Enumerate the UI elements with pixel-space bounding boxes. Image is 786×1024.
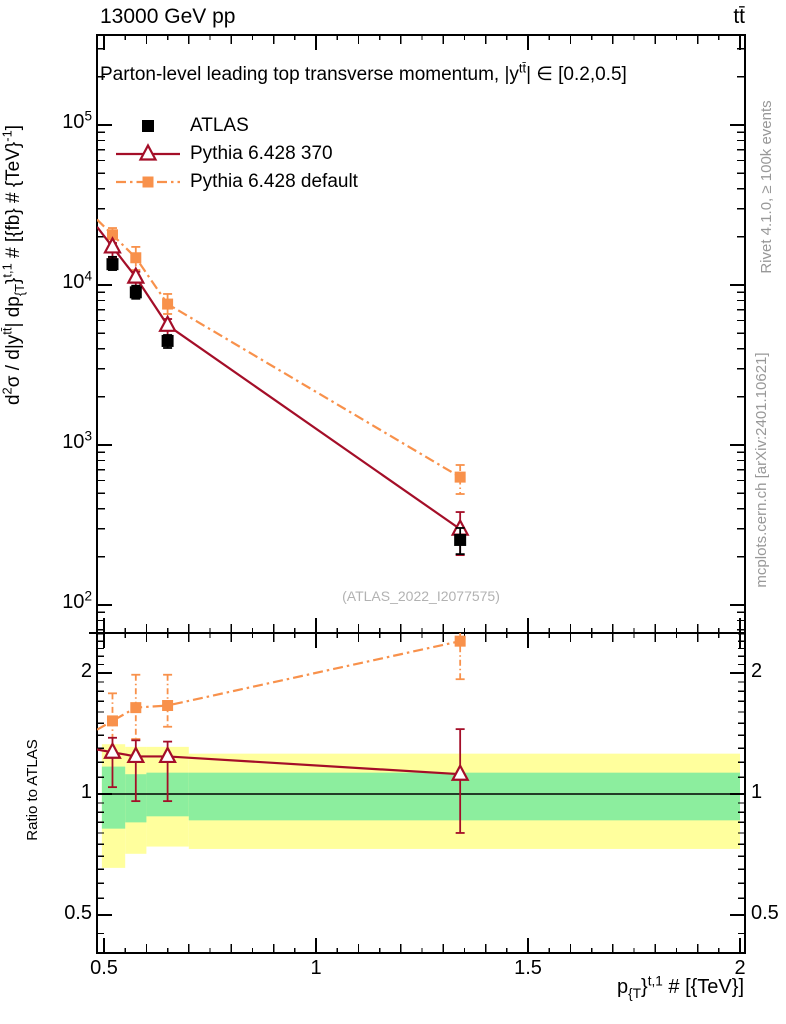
main-y-tick-label: 105 xyxy=(62,108,92,133)
ratio-y-tick-label-left: 2 xyxy=(80,659,92,682)
main-y-tick-label: 103 xyxy=(62,428,92,453)
process-label: tt̄ xyxy=(733,5,745,28)
x-tick-label: 0.5 xyxy=(90,957,118,979)
legend-label: Pythia 6.428 370 xyxy=(190,143,333,164)
main-y-tick-label: 104 xyxy=(62,268,92,293)
analysis-id-watermark: (ATLAS_2022_I2077575) xyxy=(342,588,500,604)
legend-entry-pythia-default: Pythia 6.428 default xyxy=(112,170,412,194)
ratio-y-tick-label-left: 1 xyxy=(80,781,92,803)
x-tick-label: 1 xyxy=(310,957,322,979)
legend-marker-pythia-370 xyxy=(116,143,180,161)
ratio-y-tick-label-left: 0.5 xyxy=(64,902,92,924)
ratio-y-tick-label-right: 1 xyxy=(751,781,763,803)
legend-entry-atlas: ATLAS xyxy=(112,114,412,138)
main-y-tick-label: 102 xyxy=(62,588,92,613)
legend-label: ATLAS xyxy=(190,115,249,136)
x-tick-label: 1.5 xyxy=(514,957,542,979)
x-tick-label: 2 xyxy=(734,957,746,979)
x-axis-title: p{T}t,1 # [{TeV}] xyxy=(617,973,744,1001)
main-y-axis-title: d2σ / d|ytt̄| dp{T}t,1 # [{fb} # {TeV}-1… xyxy=(0,124,27,406)
ratio-y-tick-label-right: 2 xyxy=(751,659,763,682)
ratio-y-tick-label-right: 0.5 xyxy=(751,902,779,924)
plot-title: Parton-level leading top transverse mome… xyxy=(100,60,627,85)
mcplots-arxiv-note: mcplots.cern.ch [arXiv:2401.10621] xyxy=(753,352,770,588)
legend-label: Pythia 6.428 default xyxy=(190,171,358,192)
legend-marker-pythia-default xyxy=(116,176,180,188)
rivet-version-note: Rivet 4.1.0, ≥ 100k events xyxy=(758,100,775,274)
legend-entry-pythia-370: Pythia 6.428 370 xyxy=(112,142,412,166)
legend-marker-atlas xyxy=(142,120,154,132)
beam-energy-label: 13000 GeV pp xyxy=(100,5,236,28)
